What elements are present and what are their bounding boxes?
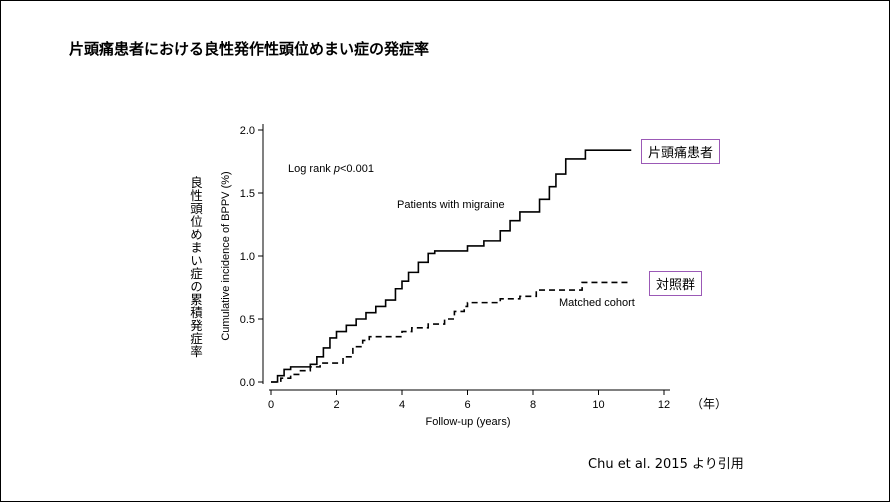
x-tick-label: 12	[658, 399, 670, 411]
y-axis-title-ja: 良性頭位めまい症の累積発症率	[188, 176, 203, 358]
y-tick-label: 0.0	[240, 377, 255, 389]
step-line	[271, 281, 632, 383]
y-axis-title: Cumulative incidence of BPPV (%)	[220, 171, 232, 340]
x-tick-label: 8	[530, 399, 536, 411]
series-label: Patients with migraine	[397, 199, 505, 211]
citation: Chu et al. 2015 より引用	[588, 457, 744, 472]
series-tag: 対照群	[649, 271, 703, 296]
x-tick-label: 10	[592, 399, 604, 411]
series-label: Matched cohort	[559, 297, 635, 309]
annotation-text: <0.001	[340, 163, 374, 175]
annotation-text: p	[333, 163, 340, 175]
x-tick-label: 6	[464, 399, 470, 411]
x-tick-label: 4	[399, 399, 405, 411]
y-tick-label: 0.5	[240, 314, 255, 326]
x-tick-label: 0	[268, 399, 274, 411]
series-tag: 片頭痛患者	[641, 139, 721, 164]
annotation: Log rank p<0.001	[288, 163, 374, 175]
y-tick-label: 1.5	[240, 188, 255, 200]
step-line	[271, 149, 632, 383]
title: 片頭痛患者における良性発作性頭位めまい症の発症率	[69, 40, 429, 58]
x-unit: （年）	[691, 397, 727, 411]
y-tick-label: 2.0	[240, 125, 255, 137]
x-tick-label: 2	[333, 399, 339, 411]
annotation-text: Log rank	[288, 163, 334, 175]
x-axis-title: Follow-up (years)	[426, 416, 511, 428]
y-tick-label: 1.0	[240, 251, 255, 263]
